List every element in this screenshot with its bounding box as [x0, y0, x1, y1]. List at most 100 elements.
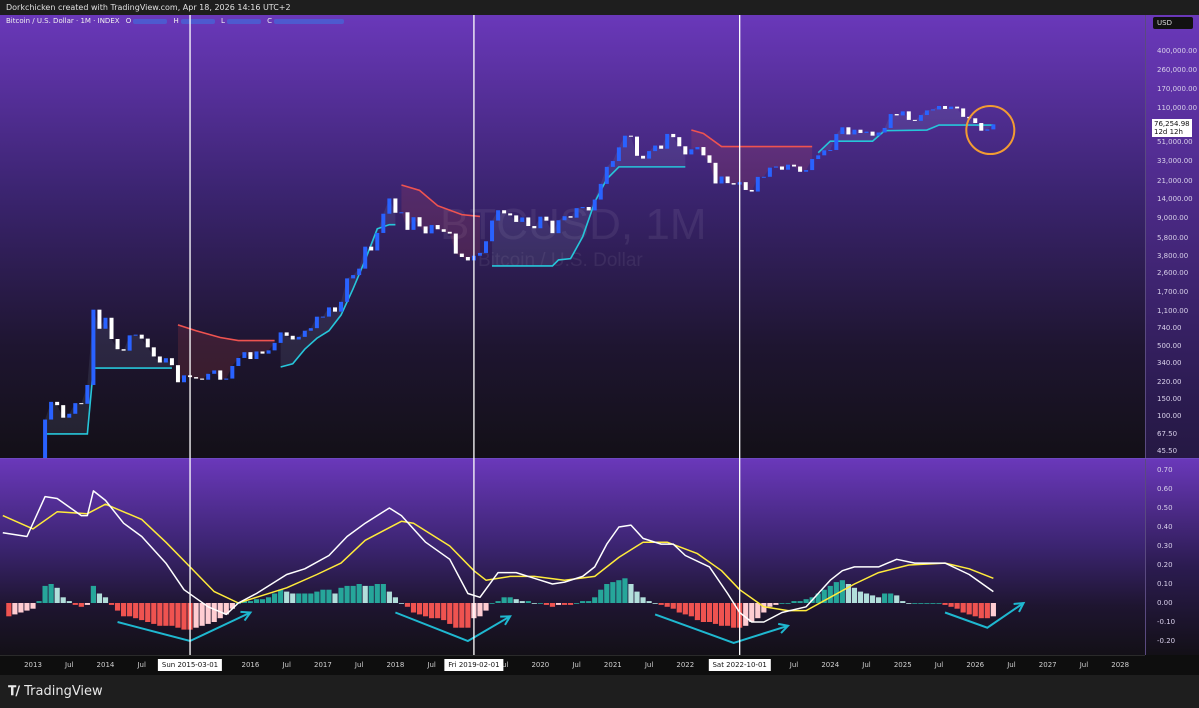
candle-up: [242, 352, 247, 358]
time-tick: Jul: [354, 661, 364, 669]
bear-trend-line: [401, 184, 481, 218]
oscillator-tick: -0.20: [1157, 637, 1176, 645]
candle-up: [574, 208, 579, 218]
histogram-bar: [326, 589, 332, 603]
candle-up: [399, 212, 404, 214]
candle-down: [979, 123, 984, 131]
tradingview-footer[interactable]: 𝐓∕ TradingView: [8, 684, 103, 699]
histogram-bar: [652, 603, 658, 604]
histogram-bar: [567, 603, 574, 605]
candle-down: [792, 164, 797, 167]
candle-up: [622, 135, 627, 148]
candle-up: [278, 332, 283, 343]
histogram-bar: [725, 603, 731, 626]
candle-up: [840, 127, 845, 135]
tradingview-logo-icon: 𝐓∕: [8, 684, 20, 699]
candle-up: [85, 384, 90, 404]
chart-canvas[interactable]: [0, 0, 1145, 655]
symbol-legend[interactable]: Bitcoin / U.S. Dollar · 1M · INDEX O H L…: [6, 17, 348, 25]
candle-up: [900, 111, 905, 116]
price-tick: 110,000.00: [1157, 104, 1198, 113]
histogram-bar: [368, 585, 374, 603]
candle-down: [393, 198, 398, 213]
time-tick: 2026: [966, 661, 985, 669]
histogram-bar: [392, 597, 398, 603]
histogram-bar: [6, 603, 12, 617]
macd-line: [2, 490, 994, 623]
candle-up: [822, 150, 827, 156]
histogram-bar: [580, 601, 586, 603]
candle-down: [701, 147, 706, 156]
candle-down: [423, 226, 428, 234]
histogram-bar: [857, 591, 864, 603]
histogram-bar: [60, 597, 66, 603]
candle-down: [151, 347, 156, 357]
candle-down: [707, 155, 712, 163]
histogram-bar: [278, 589, 284, 603]
histogram-bar: [145, 603, 151, 622]
histogram-bar: [441, 603, 447, 621]
histogram-bar: [362, 585, 368, 603]
histogram-bar: [447, 603, 453, 624]
histogram-bar: [241, 601, 247, 603]
candle-down: [109, 317, 114, 340]
price-tick: 67.50: [1157, 429, 1178, 438]
oscillator-tick: 0.40: [1157, 523, 1173, 531]
histogram-bar: [894, 595, 900, 603]
candle-down: [961, 108, 966, 117]
candle-up: [272, 342, 277, 351]
candle-up: [538, 216, 543, 229]
candle-up: [490, 220, 495, 242]
histogram-bar: [543, 603, 549, 605]
histogram-bar: [429, 603, 435, 619]
candle-down: [635, 136, 639, 156]
candle-down: [157, 356, 162, 363]
histogram-bar: [610, 582, 616, 603]
candle-up: [429, 225, 434, 234]
candle-up: [314, 316, 319, 329]
histogram-bar: [314, 591, 320, 603]
candle-up: [266, 350, 271, 354]
histogram-bar: [574, 603, 580, 604]
candle-down: [260, 351, 265, 354]
attribution-bar: Dorkchicken created with TradingView.com…: [0, 0, 1199, 15]
oscillator-tick: 0.50: [1157, 504, 1173, 512]
pane-separator[interactable]: [0, 458, 1199, 459]
price-tick: 740.00: [1157, 324, 1182, 333]
histogram-bar: [984, 603, 990, 619]
time-tick: 2027: [1038, 661, 1057, 669]
high-label: H: [173, 17, 179, 25]
histogram-bar: [265, 597, 272, 603]
candle-down: [55, 401, 60, 406]
histogram-bar: [151, 603, 157, 624]
histogram-bar: [688, 603, 694, 617]
watermark-ticker: BTCUSD, 1M: [440, 200, 707, 249]
histogram-bar: [942, 603, 948, 605]
candle-up: [592, 199, 597, 211]
price-pane[interactable]: [0, 15, 1145, 458]
open-label: O: [125, 17, 132, 25]
last-price-label: 76,254.98 12d 12h: [1152, 119, 1192, 137]
histogram-bar: [404, 603, 411, 607]
candle-down: [194, 377, 199, 379]
trend-fill: [818, 105, 994, 156]
histogram-bar: [320, 589, 326, 603]
price-tick: 340.00: [1157, 358, 1182, 367]
currency-button[interactable]: USD: [1153, 17, 1193, 29]
candle-down: [532, 226, 537, 229]
candle-up: [828, 149, 833, 151]
histogram-bar: [519, 601, 525, 603]
histogram-bar: [157, 603, 163, 626]
candle-down: [568, 216, 573, 218]
candle-up: [206, 373, 211, 380]
oscillator-tick: 0.00: [1157, 599, 1173, 607]
candle-down: [641, 155, 646, 159]
time-axis[interactable]: 2013 Jul 2014 Jul 2016 Jul 2017 Jul 2018 Jul Jul 20…: [0, 655, 1145, 675]
histogram-bar: [586, 601, 592, 603]
oscillator-axis[interactable]: [1145, 459, 1199, 655]
candle-down: [453, 233, 458, 254]
histogram-bar: [876, 597, 882, 603]
arrowhead-icon: [777, 622, 790, 634]
histogram-bar: [477, 603, 483, 617]
candle-up: [345, 278, 350, 302]
